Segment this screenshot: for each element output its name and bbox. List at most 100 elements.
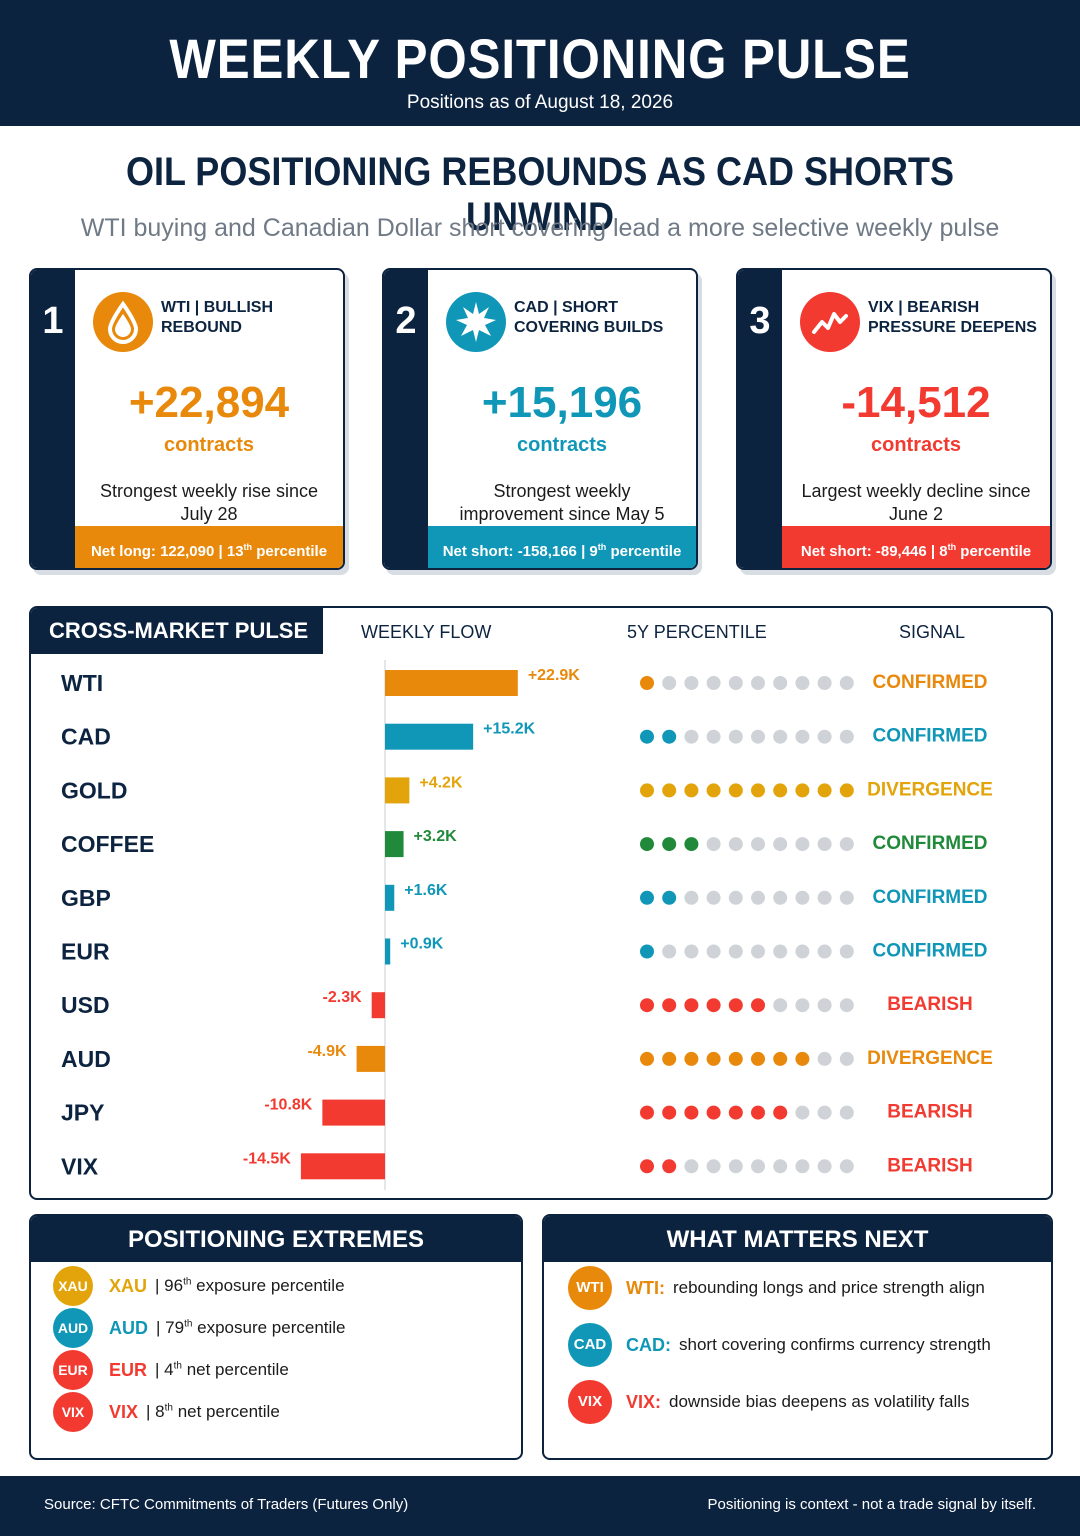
percentile-dot-aud [817, 1051, 832, 1066]
flow-bar-coffee [385, 831, 404, 858]
percentile-dot-coffee [728, 837, 743, 852]
panel-title: CROSS-MARKET PULSE [31, 608, 323, 654]
percentile-dot-eur [839, 944, 854, 959]
pulse-chart: WTI +22.9K CONFIRMED CAD +15.2K CONFIRMED GOLD… [61, 660, 993, 1190]
page-title: WEEKLY POSITIONING PULSE [169, 27, 911, 90]
flow-value-coffee: +3.2K [414, 828, 458, 845]
percentile-dot-gbp [817, 890, 832, 905]
percentile-dot-aud [751, 1051, 765, 1066]
percentile-dot-usd [795, 998, 810, 1013]
percentile-dot-coffee [706, 837, 721, 852]
card-rank: 3 [738, 270, 782, 568]
percentile-dot-aud [640, 1051, 654, 1066]
percentile-dot-gold [640, 783, 654, 798]
extremes-title: POSITIONING EXTREMES [31, 1216, 521, 1262]
percentile-dot-vix [706, 1159, 721, 1174]
card-vix: 3 VIX | BEARISH PRESSURE DEEPENS -14,512… [736, 268, 1052, 570]
column-header-flow: WEEKLY FLOW [361, 622, 492, 642]
signal-gold: DIVERGENCE [867, 779, 993, 800]
page-footer: Source: CFTC Commitments of Traders (Fut… [0, 1476, 1080, 1536]
disclaimer-note: Positioning is context - not a trade sig… [707, 1496, 1036, 1513]
percentile-dot-aud [662, 1051, 677, 1066]
wti-badge: WTI [568, 1266, 612, 1310]
headline: OIL POSITIONING REBOUNDS AS CAD SHORTS U… [125, 150, 955, 239]
percentile-dot-jpy [751, 1105, 765, 1120]
percentile-dot-wti [706, 676, 721, 690]
percentile-dot-usd [728, 998, 743, 1013]
next-label: CAD: [626, 1334, 671, 1355]
row-label-coffee: COFFEE [61, 831, 154, 857]
percentile-dot-vix [795, 1159, 810, 1174]
percentile-dot-vix [684, 1159, 699, 1174]
percentile-dot-usd [662, 998, 677, 1013]
eur-badge: EUR [53, 1350, 93, 1390]
card-footer: Net long: 122,090 | 13th percentile [75, 526, 343, 568]
flow-value-gold: +4.2K [419, 774, 463, 791]
row-label-vix: VIX [61, 1153, 99, 1179]
percentile-dot-vix [640, 1159, 654, 1174]
row-label-jpy: JPY [61, 1100, 104, 1126]
percentile-dot-coffee [662, 837, 677, 852]
extreme-code: AUD [109, 1317, 148, 1338]
flow-bar-gbp [385, 884, 395, 911]
card-rank: 2 [384, 270, 428, 568]
percentile-dot-wti [684, 676, 699, 690]
percentile-dot-usd [839, 998, 854, 1013]
card-unit: contracts [516, 434, 608, 456]
percentile-dot-cad [817, 729, 832, 744]
flow-bar-wti [385, 670, 518, 696]
percentile-dot-gbp [773, 890, 788, 905]
flow-value-aud: -4.9K [307, 1043, 347, 1060]
percentile-dot-gold [795, 783, 810, 798]
percentile-dot-gold [751, 783, 765, 798]
flow-bar-eur [385, 938, 391, 965]
percentile-dot-cad [728, 729, 743, 744]
percentile-dot-coffee [795, 837, 810, 852]
percentile-dot-gbp [684, 890, 699, 905]
page-header: WEEKLY POSITIONING PULSE Positions as of… [0, 0, 1080, 126]
percentile-dot-usd [706, 998, 721, 1013]
percentile-dot-aud [706, 1051, 721, 1066]
flow-value-jpy: -10.8K [264, 1097, 312, 1114]
card-description: Strongest weekly improvement since May 5 [459, 481, 665, 524]
extreme-text: | 79th exposure percentile [156, 1318, 346, 1337]
signal-cad: CONFIRMED [872, 726, 987, 747]
percentile-dot-cad [795, 729, 810, 744]
percentile-dot-wti [773, 676, 788, 690]
card-description: Strongest weekly rise since July 28 [99, 481, 319, 524]
percentile-dot-vix [751, 1159, 765, 1174]
card-unit: contracts [870, 434, 962, 456]
percentile-dot-wti [662, 676, 677, 690]
percentile-dot-gold [817, 783, 832, 798]
percentile-dot-gold [706, 783, 721, 798]
percentile-dot-jpy [795, 1105, 810, 1120]
flow-value-usd: -2.3K [323, 989, 363, 1006]
percentile-dot-jpy [640, 1105, 654, 1120]
flow-bar-aud [356, 1045, 385, 1072]
flow-bar-cad [385, 723, 474, 750]
percentile-dot-jpy [839, 1105, 854, 1120]
percentile-dot-usd [640, 998, 654, 1013]
flow-bar-vix [300, 1153, 385, 1180]
percentile-dot-gbp [706, 890, 721, 905]
percentile-dot-gbp [795, 890, 810, 905]
row-label-cad: CAD [61, 724, 111, 750]
cad-badge: CAD [568, 1323, 612, 1367]
percentile-dot-eur [773, 944, 788, 959]
row-label-aud: AUD [61, 1046, 111, 1072]
extreme-text: | 4th net percentile [155, 1360, 289, 1379]
percentile-dot-wti [817, 676, 832, 690]
extreme-row-vix: VIX VIX | 8th net percentile [53, 1392, 280, 1432]
next-row-wti: WTI WTI: rebounding longs and price stre… [568, 1266, 985, 1310]
percentile-dot-coffee [684, 837, 699, 852]
flow-value-wti: +22.9K [528, 667, 580, 684]
card-label: WTI | BULLISH REBOUND [161, 299, 274, 336]
next-text: rebounding longs and price strength alig… [672, 1278, 985, 1297]
card-wti: 1 WTI | BULLISH REBOUND +22,894 contract… [29, 268, 345, 570]
page-subtitle: Positions as of August 18, 2026 [406, 92, 674, 113]
signal-aud: DIVERGENCE [867, 1048, 993, 1069]
card-description: Largest weekly decline since June 2 [801, 481, 1031, 524]
row-label-wti: WTI [61, 670, 103, 696]
percentile-dot-wti [751, 676, 765, 690]
next-text: downside bias deepens as volatility fall… [669, 1392, 970, 1411]
